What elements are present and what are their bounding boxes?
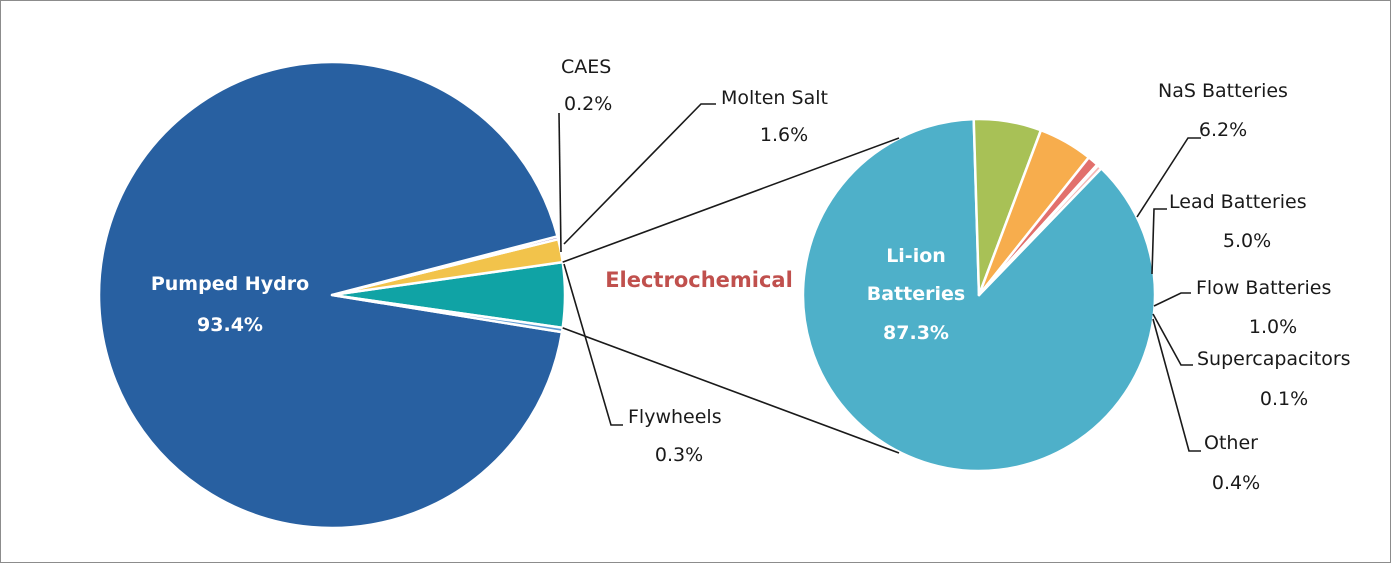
slice-value-supercapacitors: 0.1% [1260, 388, 1308, 410]
slice-value-li-ion: 87.3% [883, 322, 949, 344]
connector-label: Electrochemical [605, 268, 793, 292]
slice-value-molten-salt: 1.6% [760, 124, 808, 146]
slice-label-supercapacitors: Supercapacitors [1197, 348, 1351, 370]
slice-label-other: Other [1204, 432, 1258, 454]
leader-line-molten-salt [563, 103, 716, 245]
leader-line-other [1152, 318, 1201, 452]
slice-value-pumped-hydro: 93.4% [197, 314, 263, 336]
leader-line-flywheels [563, 263, 623, 426]
slice-value-other: 0.4% [1212, 472, 1260, 494]
slice-value-flywheels: 0.3% [655, 444, 703, 466]
slice-label-molten-salt: Molten Salt [721, 87, 828, 109]
slice-other [977, 164, 1103, 297]
slice-label-li-ion-line2: Batteries [867, 283, 965, 305]
slice-value-flow: 1.0% [1249, 316, 1297, 338]
slice-label-lead: Lead Batteries [1169, 191, 1307, 213]
leader-line-supercapacitors [1152, 313, 1193, 366]
slice-label-nas: NaS Batteries [1158, 80, 1288, 102]
leader-line-flow [1153, 292, 1191, 307]
connector-line-bottom [562, 327, 900, 454]
slice-label-caes: CAES [561, 56, 611, 78]
leader-line-caes [558, 112, 562, 253]
slice-value-caes: 0.2% [564, 93, 612, 115]
leader-line-lead [1151, 208, 1167, 275]
slice-label-flywheels: Flywheels [628, 406, 722, 428]
slice-pumped-hydro [97, 60, 564, 530]
slice-label-li-ion-line1: Li-ion [886, 245, 946, 267]
slice-value-lead: 5.0% [1223, 230, 1271, 252]
slice-label-pumped-hydro: Pumped Hydro [151, 273, 309, 295]
connector-line-top [562, 137, 900, 263]
leader-line-nas [1136, 137, 1201, 218]
slice-value-nas: 6.2% [1199, 119, 1247, 141]
slice-label-flow: Flow Batteries [1196, 277, 1331, 299]
